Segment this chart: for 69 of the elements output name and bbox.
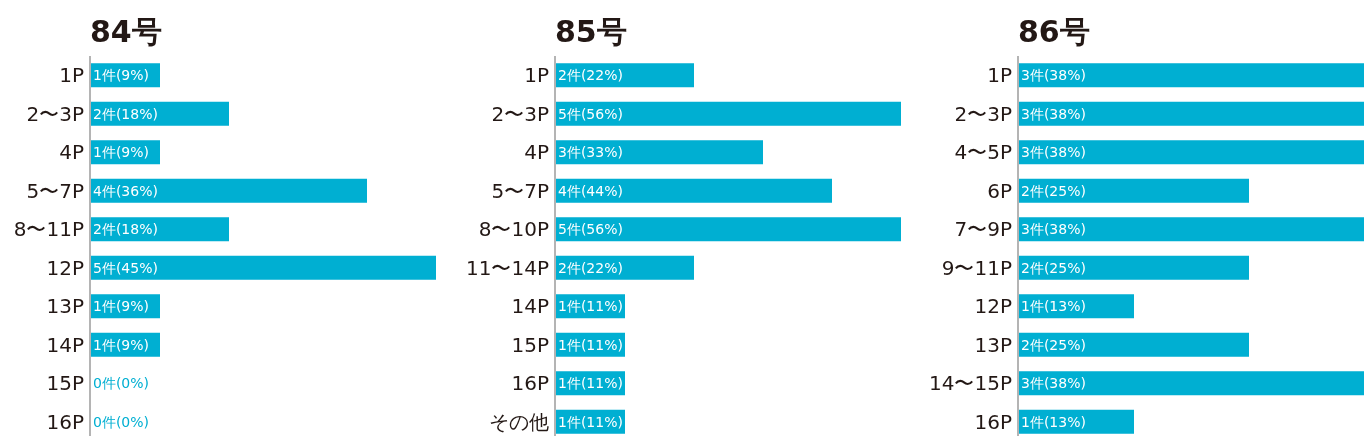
chart-title: 84号 (90, 14, 162, 49)
data-label: 1件(9%) (93, 67, 150, 84)
bar (556, 101, 901, 126)
y-tick-label: 15P (511, 332, 549, 357)
data-label: 3件(38%) (1021, 144, 1086, 161)
chart-title: 86号 (1018, 14, 1090, 49)
data-label: 2件(22%) (558, 259, 623, 276)
data-label: 1件(13%) (1021, 298, 1086, 315)
bar (91, 178, 367, 203)
y-tick-label: 11〜14P (466, 255, 549, 280)
data-label: 1件(9%) (93, 298, 150, 315)
y-tick-label: 13P (46, 294, 84, 319)
y-tick-label: 5〜7P (26, 178, 84, 203)
bar (556, 178, 832, 203)
y-tick-label: 1P (524, 63, 549, 88)
y-tick-label: 16P (974, 409, 1012, 434)
data-label: 1件(13%) (1021, 413, 1086, 430)
data-label: 1件(11%) (558, 298, 623, 315)
bar (556, 140, 763, 165)
data-label: 5件(56%) (558, 221, 623, 238)
y-tick-label: 4P (59, 140, 84, 165)
y-tick-label: 4P (524, 140, 549, 165)
y-tick-label: 1P (59, 63, 84, 88)
y-tick-label: 2〜3P (954, 101, 1012, 126)
data-label: 0件(0%) (93, 375, 150, 392)
data-label: 3件(38%) (1021, 67, 1086, 84)
data-label: 5件(45%) (93, 259, 158, 276)
y-tick-label: 14〜15P (929, 371, 1012, 396)
data-label: 1件(11%) (558, 413, 623, 430)
y-tick-label: 16P (46, 409, 84, 434)
data-label: 4件(44%) (558, 182, 623, 199)
data-label: 3件(38%) (1021, 375, 1086, 392)
data-label: 2件(18%) (93, 105, 158, 122)
y-tick-label: 5〜7P (491, 178, 549, 203)
y-tick-label: 14P (511, 294, 549, 319)
data-label: 2件(25%) (1021, 182, 1086, 199)
data-label: 2件(25%) (1021, 259, 1086, 276)
data-label: 1件(11%) (558, 375, 623, 392)
data-label: 3件(38%) (1021, 105, 1086, 122)
y-tick-label: 12P (46, 255, 84, 280)
y-tick-label: 6P (987, 178, 1012, 203)
bar (91, 255, 436, 280)
chart-title: 85号 (555, 14, 627, 49)
data-label: 2件(18%) (93, 221, 158, 238)
y-tick-label: 2〜3P (26, 101, 84, 126)
data-label: 1件(9%) (93, 336, 150, 353)
y-tick-label: 8〜11P (13, 217, 84, 242)
y-tick-label: 4〜5P (954, 140, 1012, 165)
y-tick-label: 12P (974, 294, 1012, 319)
data-label: 3件(33%) (558, 144, 623, 161)
data-label: 2件(22%) (558, 67, 623, 84)
data-label: 2件(25%) (1021, 336, 1086, 353)
y-tick-label: 14P (46, 332, 84, 357)
y-tick-label: 15P (46, 371, 84, 396)
y-tick-label: 16P (511, 371, 549, 396)
y-tick-label: 13P (974, 332, 1012, 357)
y-tick-label: 1P (987, 63, 1012, 88)
data-label: 3件(38%) (1021, 221, 1086, 238)
data-label: 5件(56%) (558, 105, 623, 122)
y-tick-label: 9〜11P (941, 255, 1012, 280)
data-label: 1件(11%) (558, 336, 623, 353)
y-tick-label: 2〜3P (491, 101, 549, 126)
data-label: 0件(0%) (93, 413, 150, 430)
y-tick-label: 7〜9P (954, 217, 1012, 242)
data-label: 1件(9%) (93, 144, 150, 161)
y-tick-label: 8〜10P (478, 217, 549, 242)
y-tick-label: その他 (489, 409, 549, 434)
data-label: 4件(36%) (93, 182, 158, 199)
bar (556, 217, 901, 242)
